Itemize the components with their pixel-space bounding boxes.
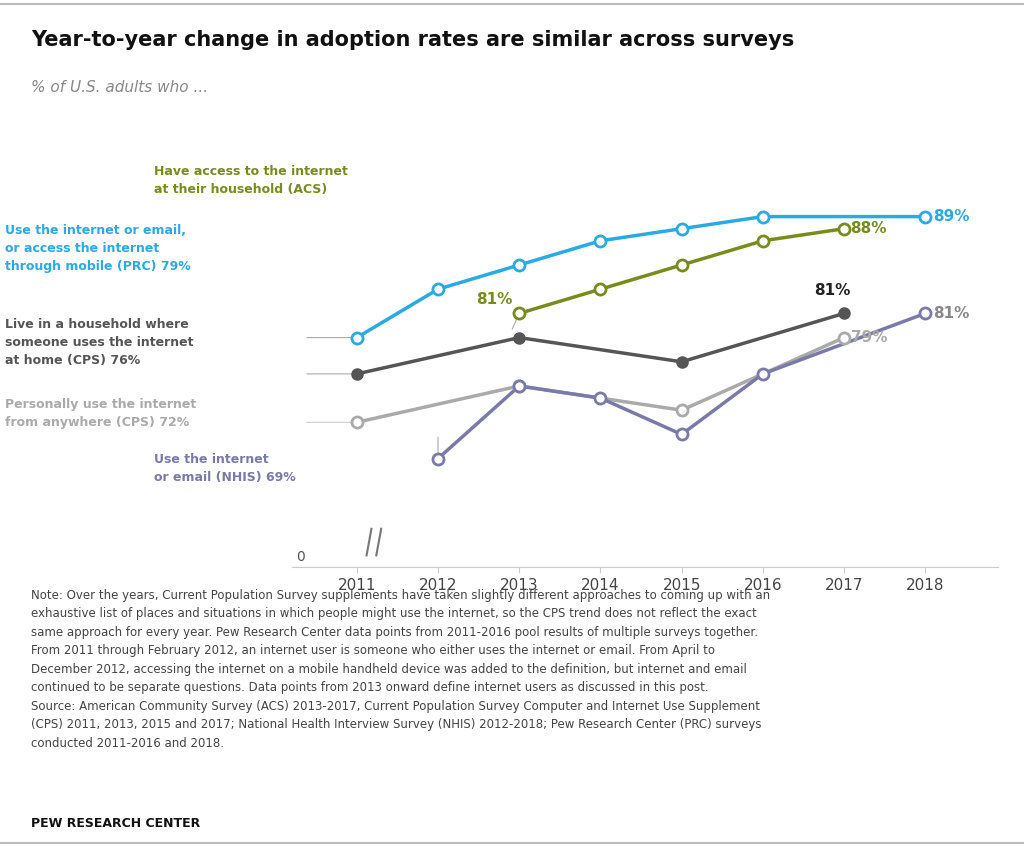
Text: 88%: 88%: [851, 221, 887, 236]
Text: 79%: 79%: [851, 330, 887, 345]
Text: 81%: 81%: [814, 283, 850, 297]
Text: Year-to-year change in adoption rates are similar across surveys: Year-to-year change in adoption rates ar…: [31, 30, 794, 50]
Text: 89%: 89%: [934, 209, 970, 224]
Text: 81%: 81%: [934, 306, 970, 321]
Text: Personally use the internet
from anywhere (CPS) 72%: Personally use the internet from anywher…: [5, 398, 197, 429]
Text: 81%: 81%: [476, 292, 513, 307]
Text: Live in a household where
someone uses the internet
at home (CPS) 76%: Live in a household where someone uses t…: [5, 318, 194, 367]
Text: Use the internet or email,
or access the internet
through mobile (PRC) 79%: Use the internet or email, or access the…: [5, 224, 190, 274]
Text: Use the internet
or email (NHIS) 69%: Use the internet or email (NHIS) 69%: [154, 453, 295, 484]
Text: Note: Over the years, Current Population Survey supplements have taken slightly : Note: Over the years, Current Population…: [31, 589, 770, 750]
Text: % of U.S. adults who ...: % of U.S. adults who ...: [31, 80, 208, 96]
Text: 0: 0: [296, 550, 305, 564]
Text: PEW RESEARCH CENTER: PEW RESEARCH CENTER: [31, 817, 200, 830]
Text: Have access to the internet
at their household (ACS): Have access to the internet at their hou…: [154, 165, 347, 197]
